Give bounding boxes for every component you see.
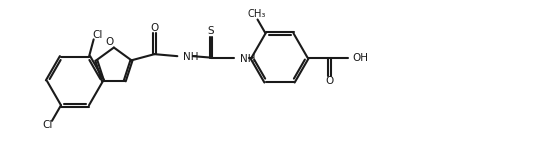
Text: S: S (208, 26, 214, 36)
Text: CH₃: CH₃ (247, 9, 266, 19)
Text: NH: NH (240, 54, 255, 64)
Text: Cl: Cl (42, 120, 53, 130)
Text: O: O (325, 76, 334, 86)
Text: Cl: Cl (92, 30, 103, 40)
Text: O: O (151, 23, 159, 33)
Text: OH: OH (352, 53, 368, 63)
Text: NH: NH (183, 52, 198, 62)
Text: O: O (106, 37, 114, 47)
